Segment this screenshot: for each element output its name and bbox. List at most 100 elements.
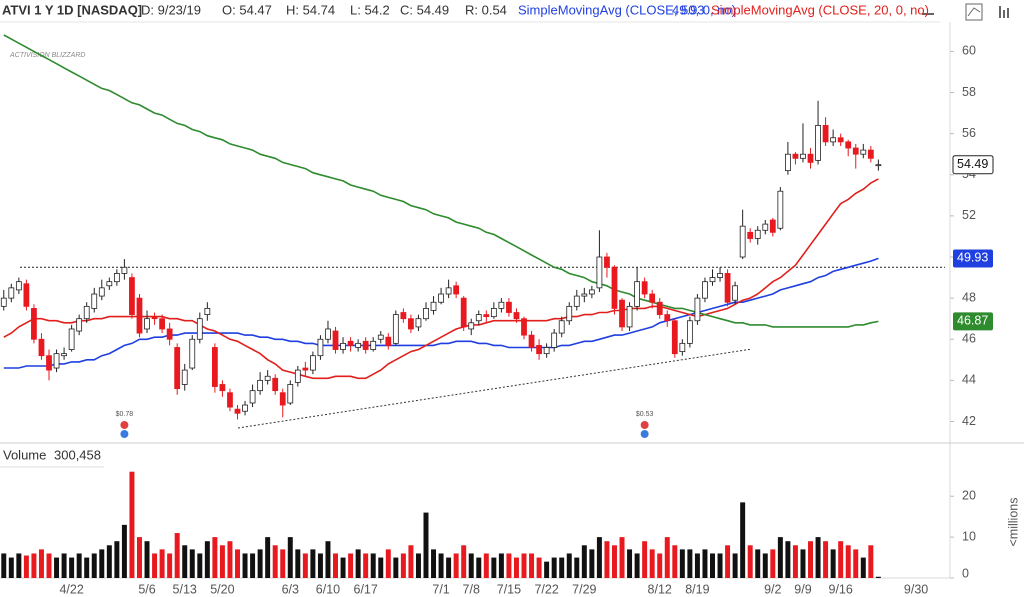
candle-body (53, 353, 60, 369)
header-field: C: 54.49 (400, 2, 449, 17)
header-field: R: 0.54 (465, 2, 507, 17)
candle-body (174, 347, 181, 389)
volume-bar (732, 553, 738, 578)
candle-body (822, 125, 829, 143)
dividend-icon (120, 421, 129, 429)
candle-body (483, 314, 490, 318)
studies-icon[interactable] (999, 6, 1009, 18)
candle-body (46, 355, 52, 371)
candle-body (325, 328, 331, 340)
volume-bar (498, 553, 504, 578)
settings-icon[interactable] (965, 3, 983, 21)
volume-bar (702, 549, 708, 578)
candle-body (234, 408, 241, 414)
volume-bar (823, 541, 829, 578)
x-tick-label: 7/15 (497, 582, 521, 596)
candle-body (136, 297, 143, 334)
x-tick-label: 5/20 (210, 582, 234, 596)
legend-value: 49.93 (672, 2, 705, 17)
candle-body (279, 392, 286, 406)
candle-body (739, 225, 746, 258)
volume-bar (46, 553, 52, 578)
candle-body (460, 297, 467, 328)
volume-bar (152, 553, 158, 578)
candle-body (257, 379, 264, 392)
volume-bar (400, 553, 406, 578)
candle-body (121, 266, 128, 274)
candle-body (747, 231, 754, 239)
candle-body (694, 297, 701, 322)
volume-bar (393, 557, 399, 578)
candle-body (8, 287, 15, 299)
volume-bar (265, 537, 271, 578)
candle-body (754, 229, 761, 239)
volume-bar (476, 557, 482, 578)
candle-body (423, 308, 429, 320)
volume-bar (174, 533, 180, 578)
y-tick-label: 56 (962, 126, 976, 140)
candle-body (347, 340, 354, 346)
x-tick-label: 6/3 (282, 582, 299, 596)
candle-body (528, 334, 535, 348)
volume-bar (167, 553, 173, 578)
volume-bar (694, 553, 700, 578)
candle-body (852, 147, 859, 155)
candle-body (475, 314, 482, 322)
candle-body (377, 334, 384, 340)
volume-bar (611, 545, 617, 578)
candle-body (242, 404, 248, 412)
volume-unit: <millions (1006, 498, 1020, 547)
volume-bar (664, 537, 670, 578)
volume-bar (295, 549, 301, 578)
volume-bar (378, 557, 384, 578)
candle-body (287, 384, 294, 404)
x-tick-label: 5/6 (138, 582, 155, 596)
volume-bar (355, 549, 361, 578)
candle-body (830, 137, 837, 143)
volume-bar (204, 541, 210, 578)
volume-bar (868, 545, 874, 578)
candle-body (558, 320, 565, 334)
candle-body (611, 266, 618, 309)
candle-body (785, 153, 791, 172)
candle-body (332, 330, 339, 350)
candle-body (619, 299, 625, 328)
candle-body (875, 164, 882, 167)
candle-body (815, 125, 821, 161)
dividend-icon (640, 421, 649, 429)
candle-body (151, 316, 158, 320)
candle-body (679, 342, 686, 352)
x-tick-label: 4/22 (59, 582, 83, 596)
volume-bar (740, 502, 746, 578)
candle-body (68, 328, 75, 350)
x-tick-label: 8/12 (648, 582, 672, 596)
candle-body (317, 338, 324, 357)
legend-entry: SimpleMovingAvg (CLOSE, 50, 0, no) (518, 2, 736, 17)
volume-bar (830, 549, 836, 578)
candle-body (513, 312, 520, 320)
volume-bar (227, 541, 233, 578)
y-tick-label: 44 (962, 373, 976, 387)
candle-body (732, 285, 739, 301)
volume-bar (589, 549, 595, 578)
candle-body (249, 390, 256, 404)
candle-body (415, 318, 422, 328)
candle-body (181, 369, 188, 385)
volume-bar (250, 553, 256, 578)
candle-body (31, 308, 37, 340)
candle-body (166, 328, 173, 340)
volume-bar (219, 545, 225, 578)
volume-bar (679, 549, 685, 578)
y-tick-label: 60 (962, 44, 976, 58)
x-tick-label: 9/2 (764, 582, 781, 596)
x-tick-label: 7/8 (463, 582, 480, 596)
candle-body (159, 318, 165, 330)
volume-bar (325, 541, 331, 578)
volume-bar (747, 545, 753, 578)
toolbar-icons[interactable] (922, 3, 1009, 21)
x-tick-label: 9/16 (829, 582, 853, 596)
volume-bar (348, 553, 354, 578)
candle-body (204, 308, 211, 315)
candle-body (23, 283, 30, 307)
